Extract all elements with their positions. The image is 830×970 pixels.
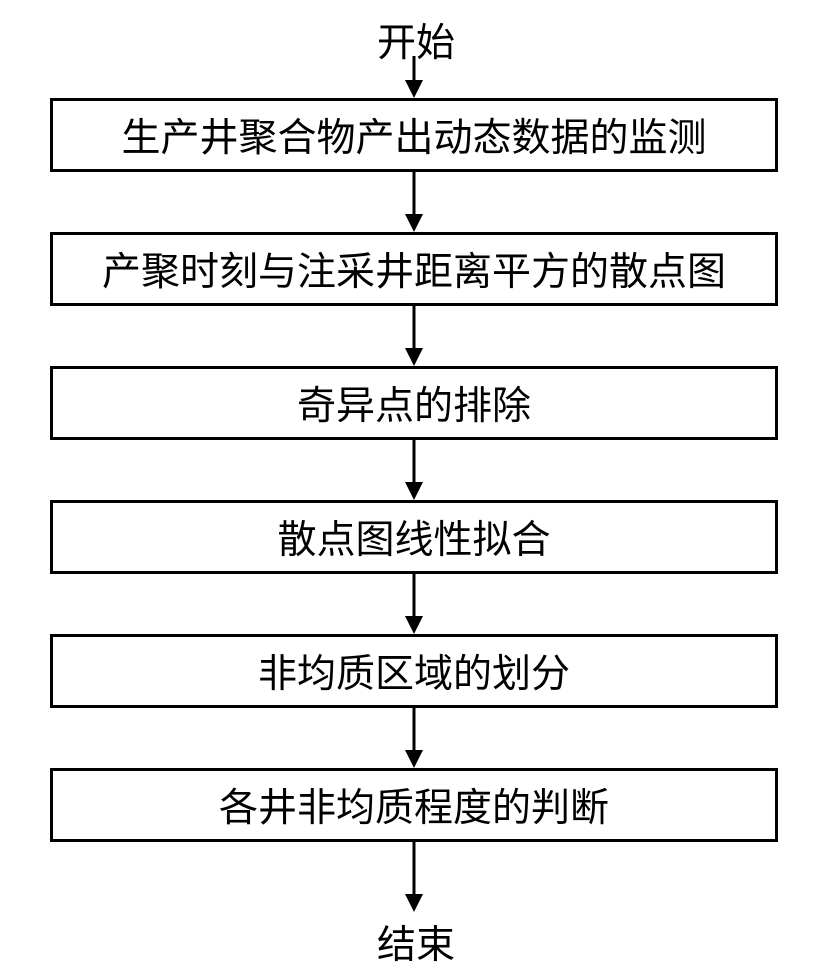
terminator-end: 结束 [376,914,456,958]
step-5: 非均质区域的划分 [50,634,778,708]
step-6: 各井非均质程度的判断 [50,768,778,842]
terminator-start: 开始 [376,12,456,56]
step-1: 生产井聚合物产出动态数据的监测 [50,98,778,172]
step-4: 散点图线性拟合 [50,500,778,574]
step-2: 产聚时刻与注采井距离平方的散点图 [50,232,778,306]
flowchart-container: 开始 生产井聚合物产出动态数据的监测 产聚时刻与注采井距离平方的散点图 奇异点的… [0,0,830,965]
step-3: 奇异点的排除 [50,366,778,440]
